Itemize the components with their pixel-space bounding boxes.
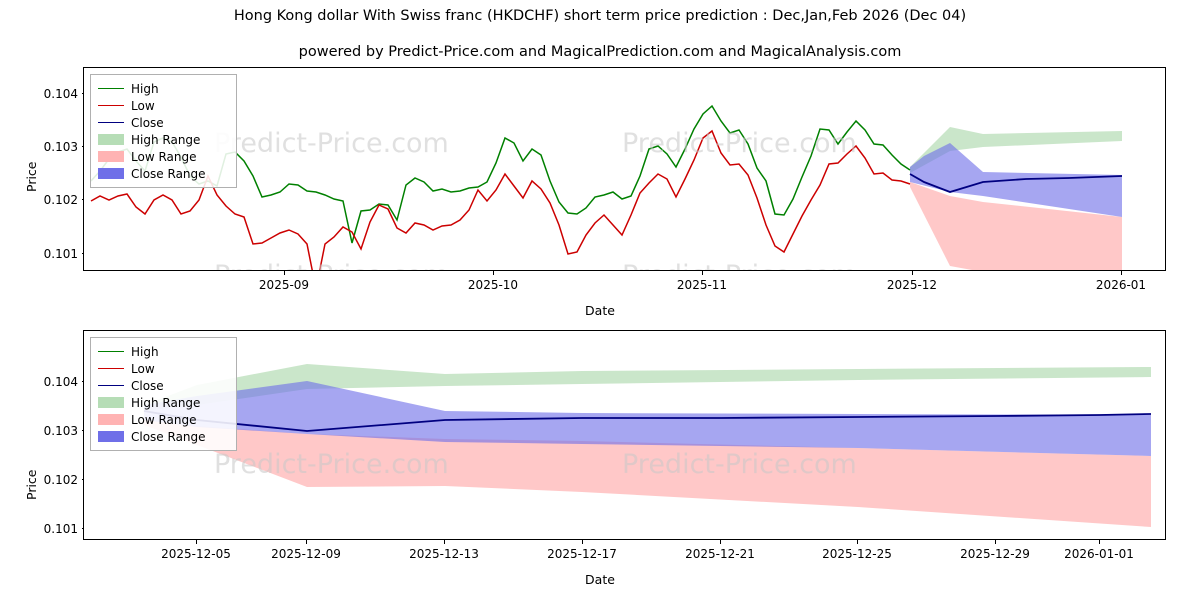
legend-item-low-2: Low (98, 360, 229, 377)
lower-xtick-3: 2025-12-17 (547, 547, 617, 561)
legend-item-close-range: Close Range (98, 165, 229, 182)
upper-xtick-3: 2025-12 (886, 278, 938, 292)
legend-swatch-close-range (98, 168, 124, 179)
legend-item-close-range-2: Close Range (98, 428, 229, 445)
upper-legend: High Low Close High Range Low Range (90, 74, 237, 188)
upper-xtickmark-3 (912, 271, 913, 275)
upper-chart-panel: Price Date 0.101 0.102 0.103 0.104 2025-… (24, 67, 1166, 318)
legend-swatch-high-range-2 (98, 397, 124, 408)
legend-label-low-range: Low Range (131, 149, 197, 164)
legend-swatch-low-line (98, 105, 124, 106)
lower-xtick-7: 2026-01-01 (1064, 547, 1134, 561)
lower-xtickmark-4 (720, 540, 721, 544)
lower-xtickmark-2 (444, 540, 445, 544)
legend-swatch-close-range-2 (98, 431, 124, 442)
legend-item-close: Close (98, 114, 229, 131)
legend-item-high-2: High (98, 343, 229, 360)
lower-high-range-band (144, 364, 1151, 411)
lower-chart-svg (143, 364, 1152, 527)
lower-xtick-2: 2025-12-13 (409, 547, 479, 561)
lower-xtick-0: 2025-12-05 (161, 547, 231, 561)
legend-label-high: High (131, 81, 159, 96)
legend-swatch-high-range (98, 134, 124, 145)
upper-xtick-0: 2025-09 (258, 278, 310, 292)
legend-label-low: Low (131, 98, 155, 113)
legend-swatch-close-line (98, 122, 124, 123)
lower-xtickmark-3 (582, 540, 583, 544)
lower-xtickmark-0 (196, 540, 197, 544)
legend-item-high: High (98, 80, 229, 97)
legend-item-low-range-2: Low Range (98, 411, 229, 428)
lower-ytick-2: 0.103 (43, 424, 78, 438)
lower-plot-area: Predict-Price.com Predict-Price.com High (83, 330, 1166, 540)
lower-ytick-3: 0.104 (43, 375, 78, 389)
upper-plot-area: Predict-Price.com Predict-Price.com Pred… (83, 67, 1166, 271)
page-subtitle: powered by Predict-Price.com and Magical… (298, 44, 902, 60)
lower-xtickmark-6 (995, 540, 996, 544)
upper-xtickmark-0 (284, 271, 285, 275)
legend-label-close-2: Close (131, 378, 164, 393)
lower-xtick-4: 2025-12-21 (685, 547, 755, 561)
lower-chart-panel: Price Date 0.101 0.102 0.103 0.104 2025-… (0, 310, 1200, 600)
legend-swatch-high-line (98, 88, 124, 89)
upper-xtickmark-1 (493, 271, 494, 275)
upper-low-range-band (910, 182, 1122, 270)
legend-swatch-close-line-2 (98, 385, 124, 386)
upper-ytick-2: 0.103 (43, 140, 78, 154)
upper-ytick-0: 0.101 (43, 247, 78, 261)
page-title: Hong Kong dollar With Swiss franc (HKDCH… (233, 8, 967, 24)
legend-label-close-range-2: Close Range (131, 429, 206, 444)
legend-item-low-range: Low Range (98, 148, 229, 165)
legend-label-low-2: Low (131, 361, 155, 376)
lower-ytick-1: 0.102 (43, 473, 78, 487)
legend-swatch-low-range (98, 151, 124, 162)
lower-ytick-0: 0.101 (43, 522, 78, 536)
legend-item-low: Low (98, 97, 229, 114)
legend-label-close-range: Close Range (131, 166, 206, 181)
legend-item-close-2: Close (98, 377, 229, 394)
legend-label-high-range-2: High Range (131, 395, 201, 410)
legend-label-close: Close (131, 115, 164, 130)
lower-xtick-6: 2025-12-29 (960, 547, 1030, 561)
legend-label-low-range-2: Low Range (131, 412, 197, 427)
upper-y-axis-label: Price (24, 161, 39, 193)
upper-ytick-3: 0.104 (43, 87, 78, 101)
lower-xtick-5: 2025-12-25 (822, 547, 892, 561)
upper-close-line (909, 173, 1123, 193)
upper-low-line (90, 129, 911, 270)
lower-xtick-1: 2025-12-09 (271, 547, 341, 561)
upper-xtickmark-2 (702, 271, 703, 275)
upper-high-range-band (910, 127, 1122, 173)
legend-swatch-high-line-2 (98, 351, 124, 352)
lower-xtickmark-5 (857, 540, 858, 544)
legend-swatch-low-range-2 (98, 414, 124, 425)
lower-x-axis-label: Date (585, 572, 615, 587)
legend-label-high-range: High Range (131, 132, 201, 147)
lower-xtickmark-7 (1099, 540, 1100, 544)
upper-chart-svg (90, 104, 1123, 270)
lower-close-line (143, 410, 1152, 432)
legend-swatch-low-line-2 (98, 368, 124, 369)
legend-label-high-2: High (131, 344, 159, 359)
upper-xtick-1: 2025-10 (467, 278, 519, 292)
upper-xtickmark-4 (1121, 271, 1122, 275)
upper-x-axis-label: Date (585, 303, 615, 318)
upper-ytick-1: 0.102 (43, 193, 78, 207)
lower-legend: High Low Close High Range Low Range (90, 337, 237, 451)
legend-item-high-range: High Range (98, 131, 229, 148)
upper-xtick-2: 2025-11 (676, 278, 728, 292)
lower-xtickmark-1 (306, 540, 307, 544)
legend-item-high-range-2: High Range (98, 394, 229, 411)
upper-xtick-4: 2026-01 (1095, 278, 1147, 292)
lower-low-range-band (144, 420, 1151, 527)
